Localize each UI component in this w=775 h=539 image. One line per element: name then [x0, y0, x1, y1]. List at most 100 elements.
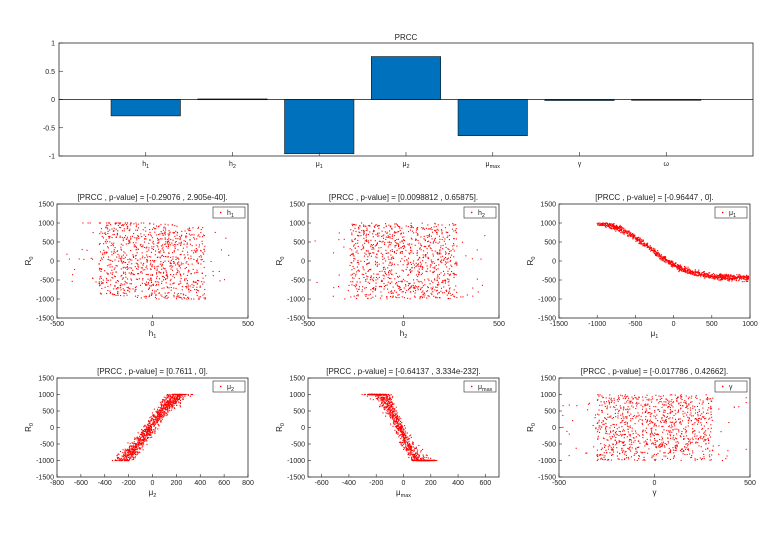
scatter-point	[364, 225, 366, 227]
scatter-xtick-label: -600	[315, 480, 329, 487]
scatter-point	[151, 432, 153, 434]
scatter-point	[156, 417, 158, 419]
scatter-point	[205, 275, 207, 277]
scatter-point	[179, 267, 181, 269]
bar-category-label-main: γ	[578, 161, 582, 168]
scatter-point	[136, 449, 138, 451]
scatter-ytick-label: -500	[40, 442, 54, 449]
scatter-point	[121, 260, 123, 263]
scatter-point	[400, 417, 402, 419]
scatter-axes-box	[307, 377, 500, 478]
scatter-point	[419, 296, 421, 298]
scatter-point	[740, 276, 742, 278]
scatter-point	[153, 227, 155, 229]
scatter-point	[746, 278, 748, 280]
scatter-point	[447, 261, 449, 263]
scatter-point	[165, 409, 167, 411]
scatter-point	[420, 265, 422, 267]
scatter-point	[180, 293, 182, 295]
scatter-point	[615, 224, 618, 226]
scatter-legend-marker	[722, 211, 724, 214]
scatter-point	[170, 265, 172, 267]
scatter-point	[442, 270, 445, 272]
scatter-point	[352, 225, 354, 227]
scatter-point	[380, 291, 382, 293]
scatter-point	[682, 269, 685, 271]
scatter-xtick-label: 600	[218, 480, 230, 487]
scatter-point	[139, 435, 141, 437]
scatter-point	[135, 438, 137, 440]
scatter-point	[358, 231, 360, 233]
scatter-point	[156, 244, 158, 247]
scatter-point	[355, 243, 357, 245]
scatter-point	[407, 445, 409, 447]
scatter-point	[176, 296, 178, 298]
scatter-point	[112, 234, 114, 236]
scatter-point	[173, 399, 175, 401]
scatter-point	[420, 287, 422, 289]
scatter-point	[653, 248, 655, 250]
scatter-point	[123, 251, 125, 253]
scatter-point	[415, 459, 417, 461]
scatter-point	[144, 246, 146, 249]
scatter-ytick-label: -1500	[36, 316, 54, 323]
scatter-point	[734, 278, 736, 280]
scatter-point	[135, 278, 137, 280]
scatter-point	[387, 246, 389, 248]
scatter-point	[332, 252, 335, 254]
bar	[284, 99, 355, 155]
scatter-point	[354, 247, 356, 249]
scatter-point	[397, 225, 400, 227]
scatter-point	[171, 269, 174, 271]
scatter-point	[405, 284, 407, 286]
scatter-point	[164, 411, 166, 413]
scatter-point	[135, 249, 137, 251]
scatter-point	[107, 232, 109, 235]
scatter-point	[403, 297, 405, 299]
scatter-point	[660, 255, 662, 258]
scatter-point	[354, 227, 356, 229]
scatter-point	[648, 248, 651, 250]
scatter-point	[98, 282, 100, 284]
scatter-point	[401, 245, 404, 248]
scatter-point	[189, 395, 191, 397]
scatter-point	[605, 222, 607, 224]
scatter-point	[431, 238, 433, 240]
scatter-point	[600, 223, 602, 225]
scatter-point	[145, 295, 147, 298]
scatter-point	[351, 234, 353, 236]
scatter-point	[200, 259, 202, 261]
scatter-point	[116, 454, 118, 456]
scatter-point	[350, 229, 352, 231]
scatter-point	[125, 453, 127, 455]
scatter-point	[389, 226, 391, 228]
scatter-point	[189, 243, 191, 245]
scatter-point	[433, 226, 435, 228]
scatter-point	[365, 229, 367, 231]
scatter-point	[630, 233, 632, 235]
scatter-point	[408, 440, 410, 442]
scatter-point	[177, 249, 179, 251]
scatter-point	[343, 246, 345, 248]
scatter-point	[431, 250, 433, 252]
scatter-point	[161, 411, 163, 413]
scatter-point	[445, 231, 447, 233]
scatter-point	[162, 410, 164, 412]
scatter-point	[420, 243, 422, 245]
scatter-point	[389, 415, 391, 417]
scatter-point	[165, 245, 167, 248]
scatter-legend-box	[212, 380, 246, 393]
scatter-point	[388, 244, 390, 246]
scatter-point	[368, 294, 370, 296]
scatter-point	[146, 246, 148, 248]
scatter-point	[363, 237, 365, 239]
scatter-point	[436, 231, 438, 234]
scatter-point	[701, 274, 703, 276]
scatter-point	[402, 442, 404, 444]
scatter-point	[106, 251, 108, 253]
scatter-point	[623, 228, 625, 230]
scatter-point	[159, 413, 161, 415]
scatter-point	[632, 234, 634, 236]
scatter-point	[370, 269, 372, 271]
scatter-point	[146, 254, 148, 256]
